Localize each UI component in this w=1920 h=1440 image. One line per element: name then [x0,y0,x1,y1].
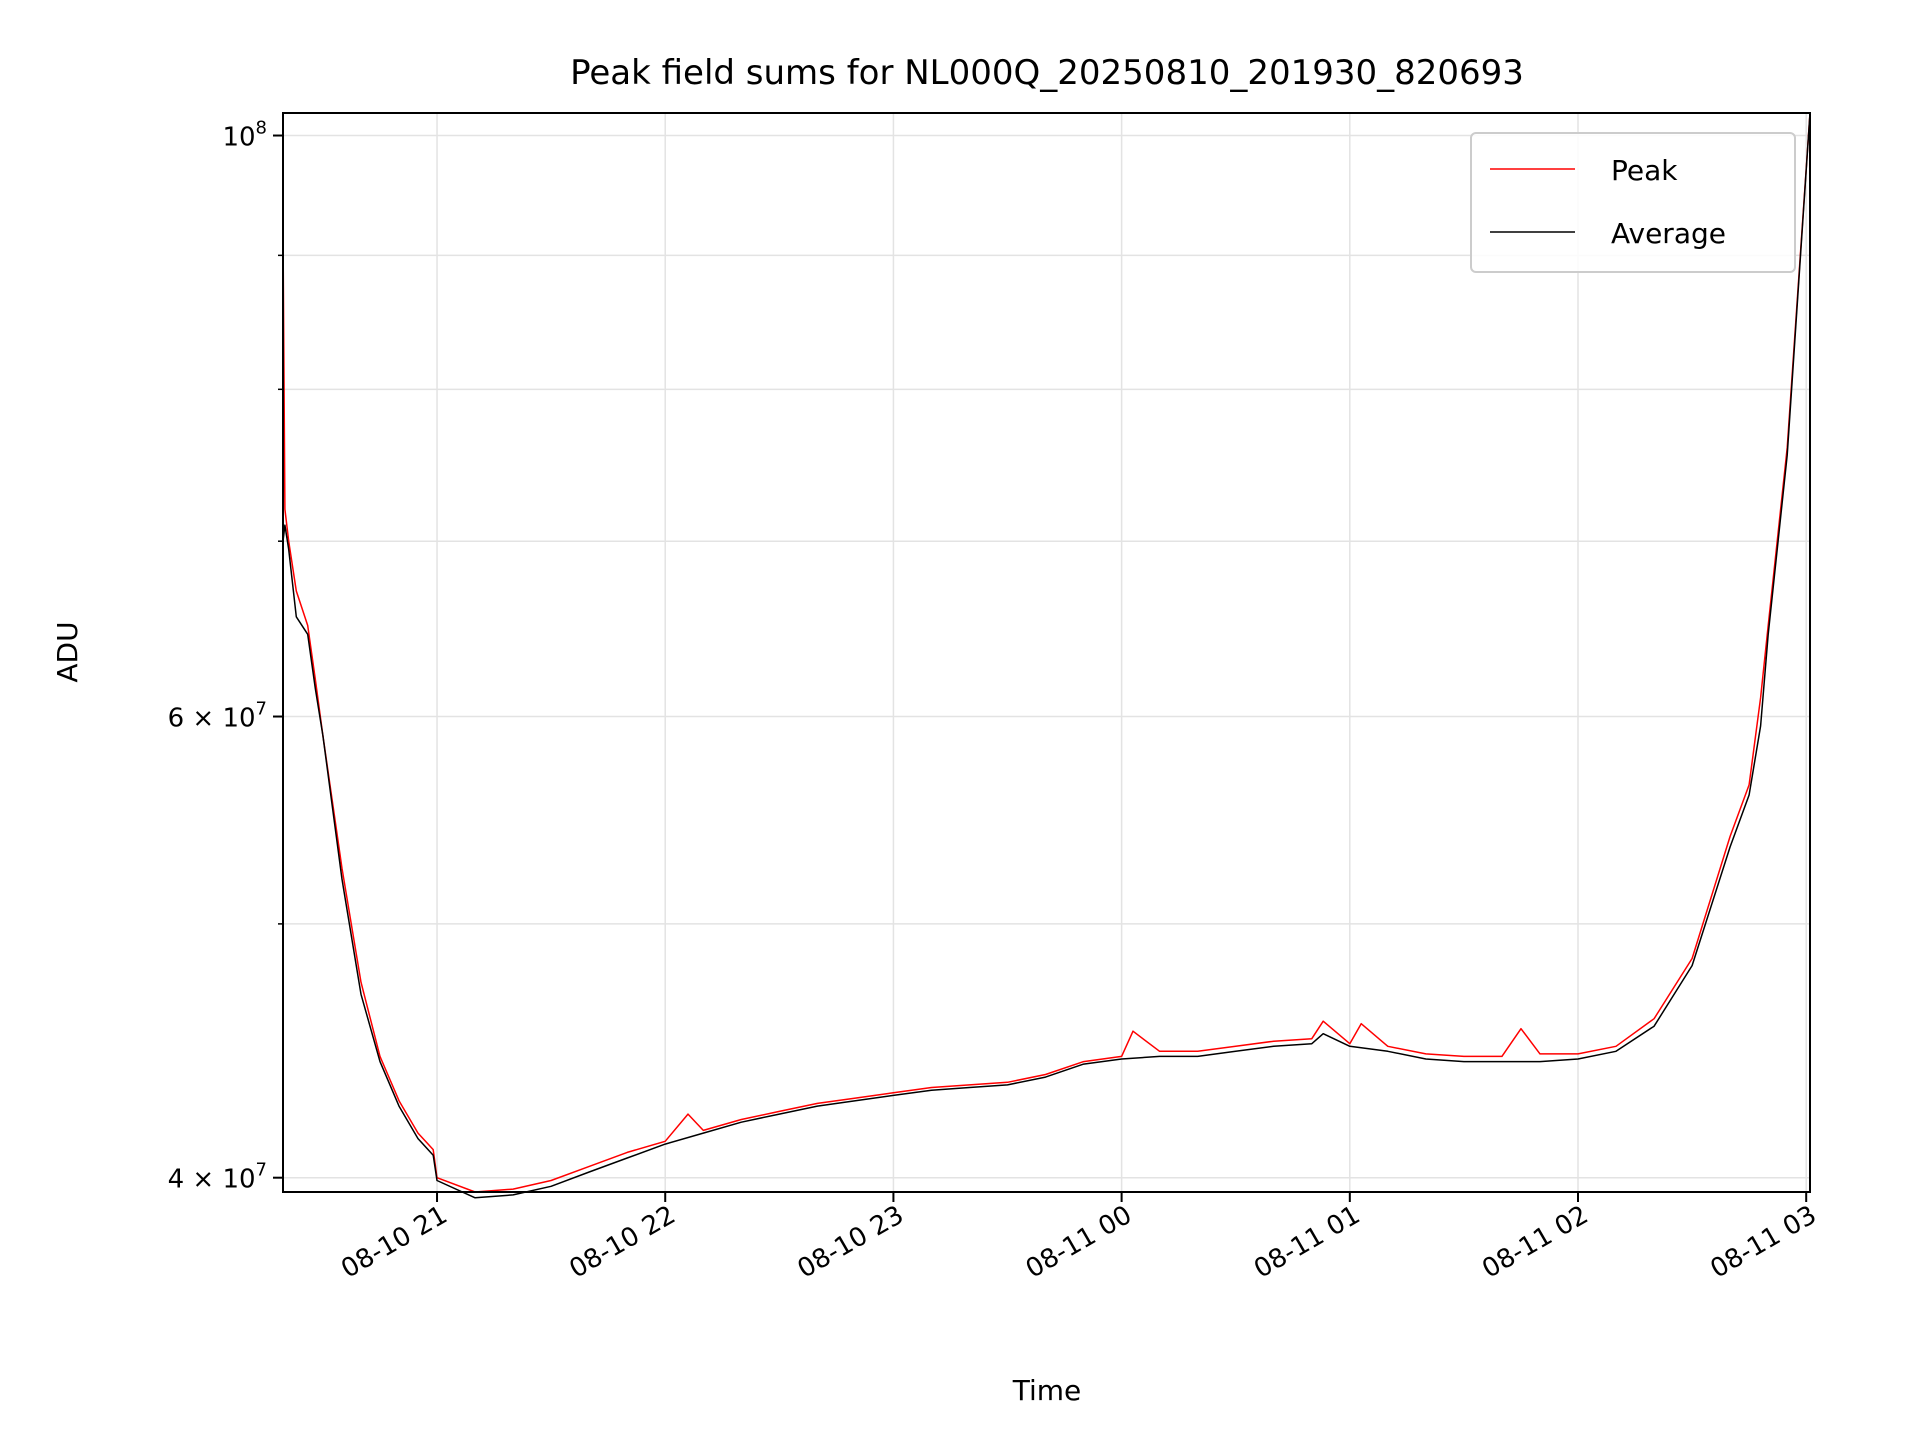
x-axis-title: Time [1012,1374,1082,1407]
y-tick-label: 4 × 107 [168,1160,267,1195]
series-line-peak [282,112,1811,1193]
y-tick-label-exponent: 8 [256,118,267,139]
y-tick-label: 6 × 107 [168,699,267,734]
y-tick-label-base: 6 × 10 [168,704,256,734]
plot-series [282,112,1811,1199]
legend: Peak Average [1470,132,1796,273]
legend-label-average: Average [1611,217,1726,250]
y-tick-label: 108 [222,118,267,153]
y-tick-label-exponent: 7 [256,1160,267,1181]
plot-frame [282,112,1811,1193]
legend-label-peak: Peak [1611,154,1678,187]
y-tick-label-base: 4 × 10 [168,1165,256,1195]
y-tick-label-base: 10 [222,123,255,153]
chart-title: Peak field sums for NL000Q_20250810_2019… [570,53,1524,93]
y-tick-label-exponent: 7 [256,699,267,720]
series-line-average [282,112,1811,1199]
legend-box [1470,132,1796,273]
y-axis-title: ADU [51,621,84,682]
